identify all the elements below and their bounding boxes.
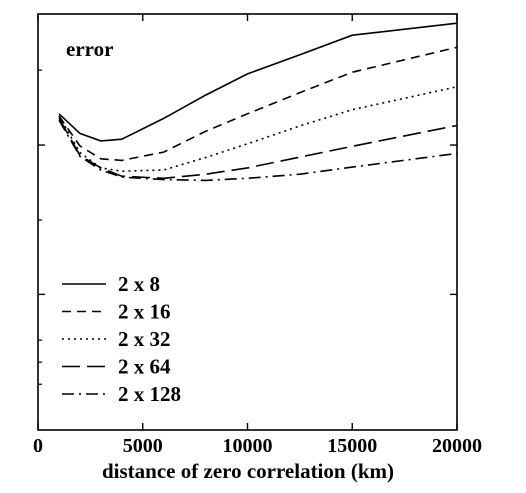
- series-line-5: [58, 119, 458, 182]
- legend-label-4: 2 x 64: [118, 355, 171, 379]
- legend-label-1: 2 x 8: [118, 272, 160, 296]
- x-tick-label: 15000: [327, 435, 377, 457]
- series-group: [58, 22, 458, 182]
- x-tick-label: 5000: [123, 435, 163, 457]
- x-tick-label: 20000: [432, 435, 482, 457]
- series-line-4: [58, 117, 458, 180]
- chart-axes: 0 5000 10000 15000 20000: [33, 13, 482, 457]
- chart-legend: 2 x 8 2 x 16 2 x 32 2 x 64 2 x 128: [62, 272, 181, 406]
- plot-frame: [37, 13, 458, 431]
- legend-label-2: 2 x 16: [118, 300, 171, 324]
- x-axis-label: distance of zero correlation (km): [102, 459, 394, 483]
- series-line-3: [58, 86, 458, 173]
- series-line-1: [58, 22, 458, 142]
- series-line-2: [58, 46, 458, 162]
- x-tick-label: 0: [33, 435, 43, 457]
- legend-label-3: 2 x 32: [118, 327, 171, 351]
- x-tick-label: 10000: [223, 435, 273, 457]
- chart-title: error: [66, 37, 113, 61]
- legend-label-5: 2 x 128: [118, 382, 181, 406]
